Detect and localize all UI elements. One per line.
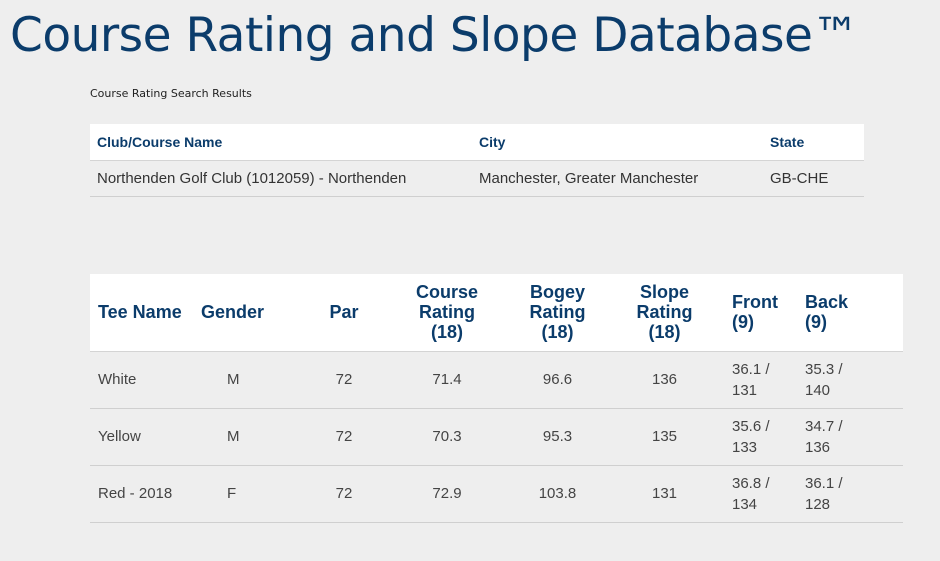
front-header-line: Front xyxy=(732,292,778,313)
back-nine-cell: 36.1 / 128 xyxy=(801,465,903,523)
course-city-cell: Manchester, Greater Manchester xyxy=(472,160,768,197)
slope-rating-header-line: Rating xyxy=(636,302,693,323)
course-table: Club/Course Name City State Northenden G… xyxy=(90,124,864,197)
column-header-club-course-name[interactable]: Club/Course Name xyxy=(90,124,472,161)
slope-rating-header-line: (18) xyxy=(648,322,681,343)
back-slope-value: 128 xyxy=(805,495,831,513)
column-header-back-nine[interactable]: Back (9) xyxy=(801,274,903,352)
bogey-rating-cell: 95.3 xyxy=(506,408,609,466)
results-subtitle: Course Rating Search Results xyxy=(90,87,252,100)
bogey-rating-header-line: Bogey xyxy=(529,282,585,303)
back-rating-value: 34.7 / xyxy=(805,417,843,435)
tee-row-red-2018: Red - 2018 F 72 72.9 103.8 131 36.8 / 13… xyxy=(90,465,903,523)
back-rating-value: 35.3 / xyxy=(805,360,843,378)
column-header-gender[interactable]: Gender xyxy=(197,274,300,352)
par-cell: 72 xyxy=(300,408,388,466)
tee-table-header-row: Tee Name Gender Par Course Rating (18) B… xyxy=(90,274,903,352)
column-header-par[interactable]: Par xyxy=(300,274,388,352)
bogey-rating-cell: 103.8 xyxy=(506,465,609,523)
back-slope-value: 136 xyxy=(805,438,831,456)
tee-ratings-table: Tee Name Gender Par Course Rating (18) B… xyxy=(90,274,903,523)
slope-rating-cell: 135 xyxy=(609,408,720,466)
front-nine-cell: 36.1 / 131 xyxy=(720,351,801,409)
slope-rating-cell: 131 xyxy=(609,465,720,523)
course-rating-cell: 70.3 xyxy=(388,408,506,466)
bogey-rating-header-line: Rating xyxy=(529,302,586,323)
front-nine-cell: 35.6 / 133 xyxy=(720,408,801,466)
back-rating-value: 36.1 / xyxy=(805,474,843,492)
course-row[interactable]: Northenden Golf Club (1012059) - Northen… xyxy=(90,160,864,197)
tee-row-white: White M 72 71.4 96.6 136 36.1 / 131 35.3… xyxy=(90,351,903,409)
course-table-header-row: Club/Course Name City State xyxy=(90,124,864,161)
course-state-cell: GB-CHE xyxy=(768,160,864,197)
back-slope-value: 140 xyxy=(805,381,831,399)
column-header-city[interactable]: City xyxy=(472,124,768,161)
gender-cell: M xyxy=(197,351,300,409)
front-slope-value: 134 xyxy=(732,495,758,513)
back-header-line: Back xyxy=(805,292,849,313)
course-rating-header-line: (18) xyxy=(430,322,463,343)
tee-row-yellow: Yellow M 72 70.3 95.3 135 35.6 / 133 34.… xyxy=(90,408,903,466)
tee-name-cell: Yellow xyxy=(90,408,197,466)
back-nine-cell: 35.3 / 140 xyxy=(801,351,903,409)
column-header-state[interactable]: State xyxy=(768,124,864,161)
back-header-line: (9) xyxy=(805,312,827,333)
front-nine-cell: 36.8 / 134 xyxy=(720,465,801,523)
column-header-front-nine[interactable]: Front (9) xyxy=(720,274,801,352)
front-slope-value: 131 xyxy=(732,381,758,399)
gender-cell: M xyxy=(197,408,300,466)
bogey-rating-header-line: (18) xyxy=(541,322,574,343)
course-rating-header-line: Course xyxy=(415,282,478,303)
slope-rating-cell: 136 xyxy=(609,351,720,409)
course-rating-header-line: Rating xyxy=(419,302,475,323)
front-rating-value: 36.1 / xyxy=(732,360,770,378)
front-rating-value: 36.8 / xyxy=(732,474,770,492)
course-name-cell[interactable]: Northenden Golf Club (1012059) - Northen… xyxy=(90,160,472,197)
column-header-bogey-rating[interactable]: Bogey Rating (18) xyxy=(506,274,609,352)
slope-rating-header-line: Slope xyxy=(639,282,689,303)
par-cell: 72 xyxy=(300,351,388,409)
page-title: Course Rating and Slope Database™ xyxy=(10,8,859,63)
front-rating-value: 35.6 / xyxy=(732,417,770,435)
back-nine-cell: 34.7 / 136 xyxy=(801,408,903,466)
column-header-tee-name[interactable]: Tee Name xyxy=(90,274,197,352)
gender-cell: F xyxy=(197,465,300,523)
bogey-rating-cell: 96.6 xyxy=(506,351,609,409)
column-header-slope-rating[interactable]: Slope Rating (18) xyxy=(609,274,720,352)
tee-name-cell: Red - 2018 xyxy=(90,465,197,523)
front-slope-value: 133 xyxy=(732,438,758,456)
column-header-course-rating[interactable]: Course Rating (18) xyxy=(388,274,506,352)
course-rating-cell: 72.9 xyxy=(388,465,506,523)
tee-name-cell: White xyxy=(90,351,197,409)
front-header-line: (9) xyxy=(732,312,754,333)
course-rating-cell: 71.4 xyxy=(388,351,506,409)
par-cell: 72 xyxy=(300,465,388,523)
